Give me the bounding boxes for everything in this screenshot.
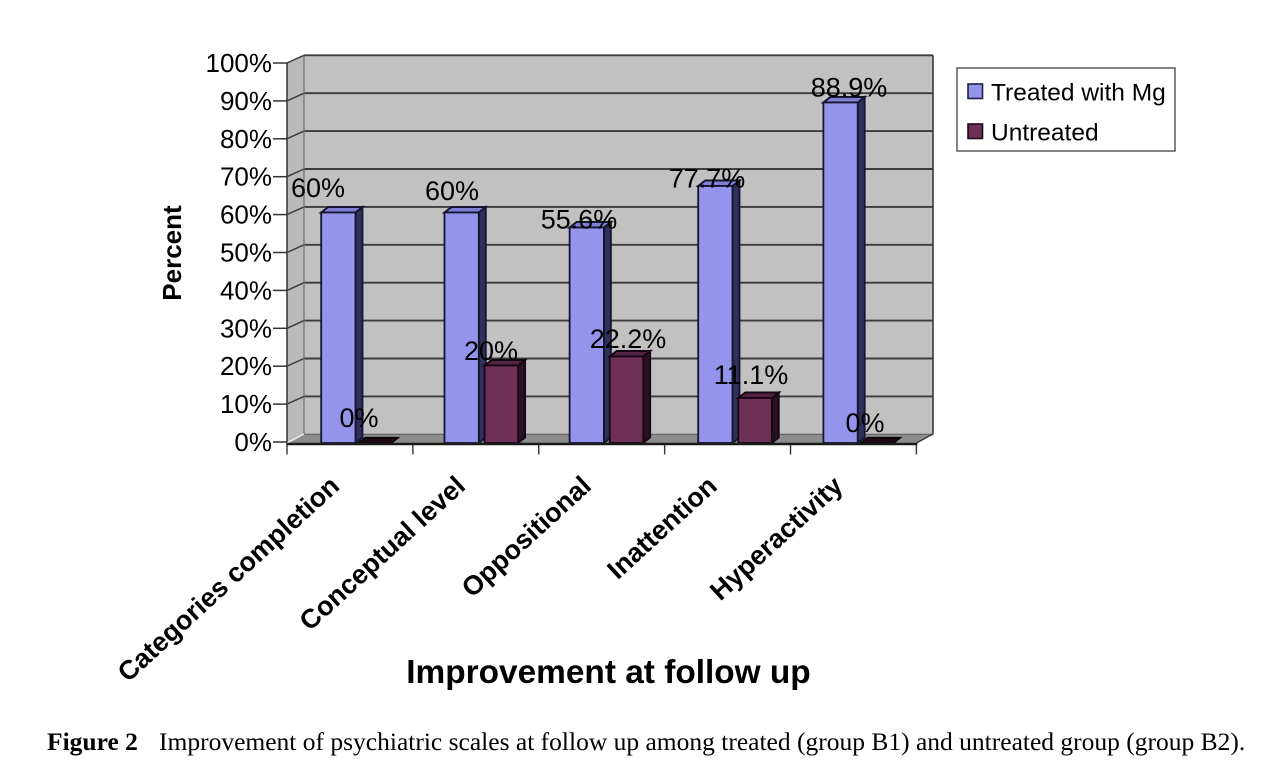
svg-text:0%: 0% <box>339 403 378 433</box>
svg-text:Percent: Percent <box>157 205 187 301</box>
svg-text:22.2%: 22.2% <box>590 324 667 354</box>
svg-text:90%: 90% <box>220 86 272 116</box>
svg-text:0%: 0% <box>234 427 272 457</box>
svg-text:20%: 20% <box>220 351 272 381</box>
svg-text:55.6%: 55.6% <box>541 205 618 235</box>
svg-text:50%: 50% <box>220 238 272 268</box>
svg-text:60%: 60% <box>220 200 272 230</box>
svg-text:Untreated: Untreated <box>991 120 1099 147</box>
svg-text:70%: 70% <box>220 162 272 192</box>
svg-text:80%: 80% <box>220 124 272 154</box>
svg-text:88.9%: 88.9% <box>811 73 888 103</box>
svg-text:40%: 40% <box>220 275 272 305</box>
svg-text:0%: 0% <box>845 408 884 438</box>
svg-text:10%: 10% <box>220 389 272 419</box>
svg-text:77.7%: 77.7% <box>669 164 746 194</box>
svg-text:30%: 30% <box>220 313 272 343</box>
svg-text:100%: 100% <box>206 48 273 78</box>
svg-text:60%: 60% <box>291 173 345 203</box>
svg-text:11.1%: 11.1% <box>714 360 789 390</box>
svg-text:Improvement at follow up: Improvement at follow up <box>406 654 810 691</box>
svg-text:20%: 20% <box>464 336 518 366</box>
svg-text:Treated with Mg: Treated with Mg <box>991 80 1166 107</box>
svg-text:60%: 60% <box>425 176 479 206</box>
